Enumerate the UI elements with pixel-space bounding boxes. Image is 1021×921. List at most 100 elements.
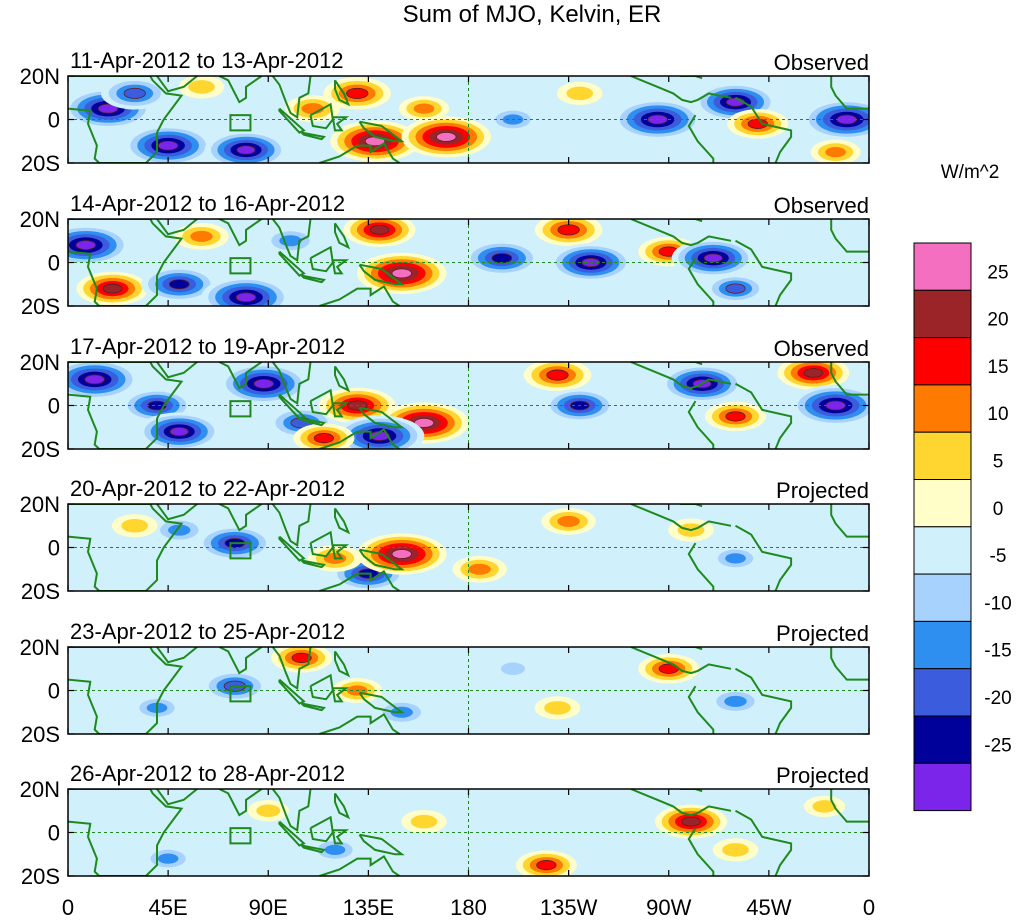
coastline: [358, 263, 405, 286]
colorbar-label: -25: [984, 735, 1011, 756]
y-tick-label: 20S: [21, 722, 60, 747]
colorbar-label: -10: [984, 593, 1011, 614]
coastline: [309, 388, 334, 416]
panel-map-area: [68, 219, 869, 306]
panel-map-area: [68, 76, 869, 163]
contour-line: [123, 87, 146, 99]
coastline: [68, 362, 184, 449]
colorbar-box: [913, 620, 972, 670]
coastline: [679, 789, 703, 793]
coastline: [830, 219, 869, 253]
coastline: [830, 504, 869, 538]
y-tick-label: 0: [48, 251, 60, 276]
x-tick-label: 180: [450, 895, 487, 920]
contour-fill: [491, 253, 512, 263]
contour-fill: [370, 225, 389, 235]
contour-fill: [748, 119, 768, 129]
region-box: [229, 400, 252, 418]
anomaly-feature: [810, 139, 861, 163]
panel-map-area: [68, 504, 869, 591]
y-tick-label: 20N: [20, 492, 60, 517]
coastline: [309, 102, 334, 130]
coastline: [358, 691, 405, 714]
contour-line: [235, 292, 257, 303]
y-tick-label: 0: [48, 394, 60, 419]
contour-fill: [98, 104, 118, 114]
coastlines: [68, 219, 869, 306]
contour-fill: [236, 145, 256, 155]
contour-fill: [566, 86, 594, 101]
panel-kind-label: Projected: [776, 763, 869, 788]
coastline: [331, 544, 350, 560]
coastline: [830, 76, 869, 110]
colorbar-label: -15: [984, 641, 1011, 662]
coastline: [687, 827, 715, 876]
x-tick-label: 0: [863, 895, 875, 920]
coastline: [319, 854, 401, 876]
y-tick-label: 20N: [20, 350, 60, 375]
coastline: [218, 219, 263, 247]
y-tick-label: 20N: [20, 207, 60, 232]
coastline: [319, 712, 401, 734]
colorbar-box: [913, 573, 972, 622]
colorbar-box: [913, 431, 972, 481]
y-tick-label: 20S: [21, 437, 60, 462]
coastline: [218, 647, 263, 675]
contour-line: [346, 87, 369, 99]
coastline: [679, 219, 703, 223]
contour-fill: [544, 701, 571, 715]
colorbar-label: -20: [984, 688, 1011, 709]
anomaly-feature: [247, 800, 289, 822]
coastline: [218, 789, 263, 817]
contour-fill: [725, 283, 746, 294]
contour-fill: [236, 292, 256, 302]
contour-fill: [722, 843, 749, 857]
coastline: [271, 362, 312, 406]
coastline: [156, 504, 198, 521]
contour-fill: [704, 253, 723, 263]
coastline: [156, 76, 198, 93]
anomaly-feature: [401, 116, 492, 158]
contour-fill: [436, 132, 457, 142]
coastlines: [68, 789, 869, 876]
contour-line: [391, 268, 412, 279]
anomaly-feature: [556, 81, 603, 105]
coastline: [334, 365, 351, 393]
figure-title: Sum of MJO, Kelvin, ER: [403, 1, 662, 28]
contour-fill: [414, 418, 434, 428]
anomaly-feature: [523, 362, 592, 392]
y-tick-label: 20N: [20, 64, 60, 89]
colorbar-label: 25: [987, 262, 1008, 283]
coastline: [278, 393, 306, 420]
coastline: [630, 647, 732, 675]
colorbar-label: 10: [987, 404, 1008, 425]
contour-fill: [365, 136, 385, 146]
panel-date-label: 23-Apr-2012 to 25-Apr-2012: [70, 619, 345, 644]
coastlines: [68, 362, 869, 449]
panel-4: 20-Apr-2012 to 22-Apr-2012 Projected 20N 0 2…: [20, 476, 870, 604]
panel-6: 26-Apr-2012 to 28-Apr-2012 Projected 20N 0 2…: [20, 761, 870, 889]
panel-map-area: [68, 789, 869, 876]
anomaly-feature: [671, 238, 755, 278]
contour-fill: [725, 411, 746, 422]
panel-map-area: [68, 647, 869, 734]
coastline: [687, 685, 715, 734]
coastline: [278, 820, 306, 847]
coastline: [68, 789, 184, 876]
anomaly-feature: [356, 533, 447, 575]
colorbar-label: 0: [993, 499, 1004, 520]
coastline: [630, 219, 732, 247]
coastline: [68, 219, 184, 306]
contour-line: [725, 411, 746, 422]
contour-line: [168, 279, 190, 290]
colorbar-box: [913, 715, 972, 764]
colorbar-label: 20: [987, 310, 1008, 331]
contour-fill: [724, 695, 747, 707]
y-tick-label: 0: [48, 108, 60, 133]
colorbar-label: 5: [993, 452, 1004, 473]
y-tick-label: 0: [48, 679, 60, 704]
coastline: [830, 362, 869, 396]
coastline: [156, 362, 198, 379]
anomaly-feature: [68, 362, 140, 400]
y-tick-label: 20N: [20, 777, 60, 802]
